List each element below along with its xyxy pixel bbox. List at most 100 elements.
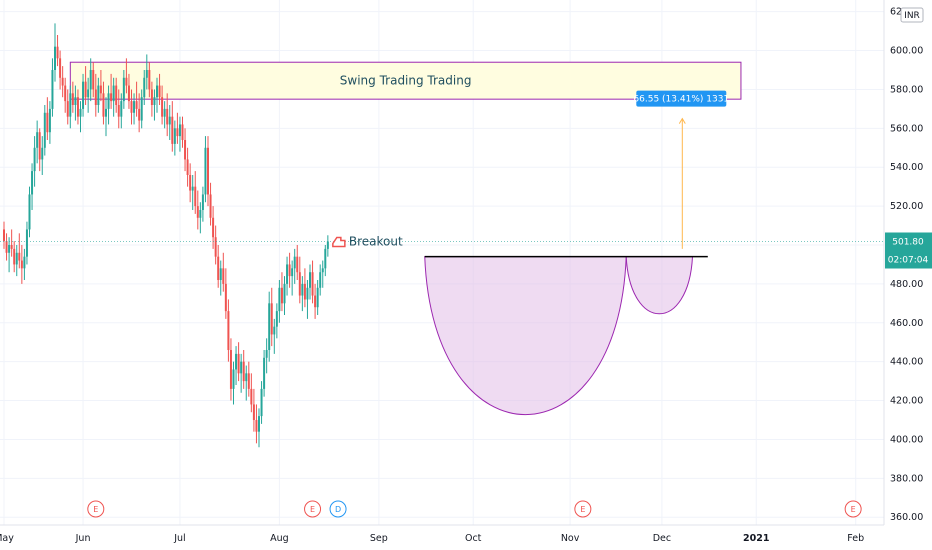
candle-body — [18, 252, 21, 261]
candle-body — [33, 147, 36, 172]
candle-body — [189, 175, 192, 191]
candle-body — [150, 89, 153, 105]
price-axis-tick: 400.00 — [890, 434, 923, 445]
price-axis-tick: 380.00 — [890, 473, 923, 484]
candle-body — [242, 361, 245, 382]
dividend-event-letter: D — [335, 505, 341, 514]
price-axis-tick: 480.00 — [890, 279, 923, 290]
candle-body — [48, 108, 51, 133]
candle-body — [64, 85, 67, 102]
candle-body — [153, 97, 156, 105]
candle-body — [296, 256, 299, 273]
candle-body — [298, 272, 301, 296]
candle-body — [237, 353, 240, 374]
candle-body — [87, 89, 90, 98]
candle-body — [54, 46, 56, 70]
price-axis-tick: 460.00 — [890, 318, 923, 329]
candle-body — [176, 128, 179, 137]
earnings-event-marker[interactable] — [844, 500, 862, 518]
candle-body — [217, 256, 220, 280]
time-axis-tick: Aug — [270, 533, 289, 544]
earnings-event-letter: E — [851, 505, 856, 514]
candle-body — [181, 124, 184, 140]
candle-body — [148, 70, 151, 90]
price-axis-tick: 600.00 — [890, 46, 923, 57]
earnings-event-marker[interactable] — [574, 500, 592, 518]
candle-body — [278, 287, 281, 312]
candle-body — [25, 229, 28, 257]
measure-label-box[interactable] — [636, 90, 727, 107]
candle-body — [260, 388, 263, 417]
candle-body — [207, 147, 209, 195]
drawings[interactable]: 66.55 (13.41%) 1331 Breakout — [0, 90, 884, 258]
last-price-tag — [885, 232, 932, 251]
candle-body — [140, 97, 143, 121]
candle-body — [10, 245, 13, 249]
earnings-event-letter: E — [580, 505, 585, 514]
price-axis-tick: 360.00 — [890, 512, 923, 523]
candle-body — [311, 272, 314, 296]
candle-body — [178, 124, 181, 137]
candle-body — [120, 101, 123, 117]
candle-body — [324, 248, 327, 269]
candle-body — [303, 283, 306, 300]
candle-body — [51, 70, 54, 109]
price-axis-tick: 580.00 — [890, 84, 923, 95]
candle-body — [288, 264, 291, 277]
candle-body — [135, 101, 138, 109]
time-axis-tick: Jun — [75, 533, 91, 544]
candle-body — [229, 350, 232, 389]
time-axis-tick: Nov — [561, 533, 580, 544]
candle-body — [293, 256, 296, 269]
candle-body — [92, 70, 95, 90]
handle-shape[interactable] — [625, 256, 694, 314]
candle-body — [66, 101, 69, 117]
measure-label: 66.55 (13.41%) 1331 — [633, 95, 729, 105]
candle-body — [158, 85, 161, 98]
candle-body — [82, 81, 85, 109]
candle-body — [273, 326, 276, 335]
time-axis-tick: May — [0, 533, 14, 544]
candle-body — [240, 361, 243, 374]
candle-body — [15, 252, 18, 265]
candle-body — [43, 112, 46, 148]
cup-and-handle-pattern[interactable] — [424, 256, 694, 415]
candle-body — [283, 283, 286, 304]
candle-body — [204, 147, 207, 195]
candle-body — [301, 283, 304, 296]
candle-body — [110, 93, 113, 102]
earnings-event-marker[interactable] — [304, 500, 322, 518]
candle-body — [321, 268, 324, 273]
countdown-value: 02:07:04 — [888, 256, 929, 266]
candle-body — [125, 77, 128, 86]
time-axis-tick: Jul — [173, 533, 185, 544]
resistance-zone[interactable]: Swing Trading Trading — [69, 61, 742, 100]
candle-body — [214, 237, 217, 257]
candle-body — [319, 272, 322, 288]
measure-arrowhead — [678, 117, 686, 124]
candle-body — [263, 357, 266, 389]
candle-body — [224, 283, 227, 312]
candle-body — [252, 404, 255, 420]
candle-body — [309, 272, 311, 288]
candle-body — [265, 350, 268, 358]
resistance-zone-box[interactable] — [69, 61, 742, 100]
candle-body — [127, 85, 130, 102]
candle-body — [291, 268, 294, 277]
candle-body — [235, 353, 238, 370]
dividend-event-marker[interactable] — [329, 500, 347, 518]
candle-body — [194, 186, 197, 207]
cup-shape[interactable] — [424, 256, 627, 415]
candle-body — [46, 112, 49, 133]
currency-badge[interactable] — [900, 7, 924, 23]
candle-body — [232, 369, 235, 389]
candle-body — [79, 108, 82, 117]
earnings-event-marker[interactable] — [87, 500, 105, 518]
candle-body — [268, 303, 271, 350]
candle-body — [250, 388, 253, 405]
candle-body — [41, 147, 44, 160]
candle-body — [245, 373, 248, 382]
candle-body — [56, 46, 59, 59]
